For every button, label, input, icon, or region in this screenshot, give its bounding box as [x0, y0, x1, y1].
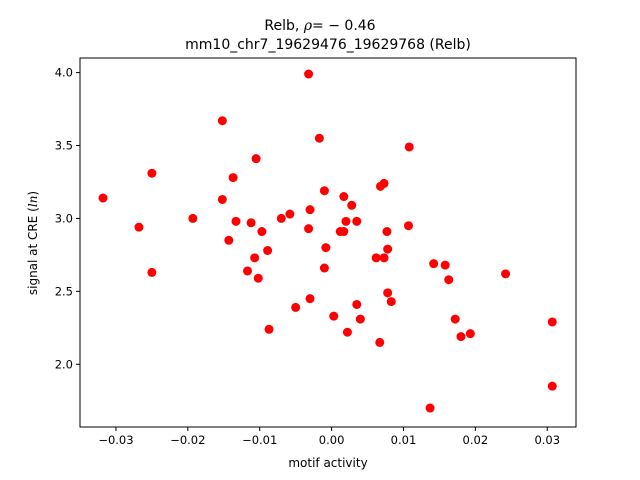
data-point [321, 243, 331, 253]
data-point [386, 297, 396, 307]
data-point [134, 222, 144, 232]
data-point [339, 227, 349, 237]
x-tick-label: −0.01 [242, 433, 277, 447]
data-point [224, 235, 234, 245]
data-point [319, 263, 329, 273]
x-tick-label: 0.01 [391, 433, 417, 447]
data-point [547, 381, 557, 391]
x-tick-label: −0.02 [170, 433, 205, 447]
data-point [352, 216, 362, 226]
data-point [379, 178, 389, 188]
data-point [263, 246, 273, 256]
x-axis-label: motif activity [288, 456, 367, 470]
data-point [404, 221, 414, 231]
y-tick-label: 2.0 [55, 357, 73, 371]
y-tick-label: 4.0 [55, 66, 73, 80]
data-point [253, 273, 263, 283]
data-point [339, 192, 349, 202]
data-point [347, 200, 357, 210]
data-point [285, 209, 295, 219]
data-point [429, 259, 439, 269]
data-point [305, 205, 315, 215]
x-tick-label: 0.00 [319, 433, 345, 447]
data-point [341, 216, 351, 226]
data-point [147, 267, 157, 277]
data-point [250, 253, 260, 263]
data-point [456, 332, 466, 342]
data-point [382, 227, 392, 237]
x-axis-ticks: −0.03 −0.02 −0.01 0.00 0.01 0.02 0.03 [98, 427, 560, 447]
data-point [231, 216, 241, 226]
y-axis-ticks: 2.0 2.5 3.0 3.5 4.0 [55, 66, 80, 371]
data-point [98, 193, 108, 203]
chart-title-rho-symbol: ρ [303, 18, 313, 34]
chart-title-rho-value: = − 0.46 [312, 18, 376, 34]
chart-title-name: Relb, [264, 18, 299, 34]
data-point [444, 275, 454, 285]
data-point [425, 403, 435, 413]
data-point [501, 269, 511, 279]
plot-area-frame [79, 57, 577, 428]
data-point [352, 299, 362, 309]
data-point [329, 311, 339, 321]
data-point [188, 213, 198, 223]
data-point [450, 314, 460, 324]
y-axis-label: signal at CRE (ln) [26, 191, 40, 295]
x-tick-label: 0.03 [534, 433, 560, 447]
data-point [547, 317, 557, 327]
data-point [246, 218, 256, 228]
data-point [291, 302, 301, 312]
data-point [465, 329, 475, 339]
data-point [251, 154, 261, 164]
x-tick-label: −0.03 [98, 433, 133, 447]
data-point [375, 337, 385, 347]
x-tick-label: 0.02 [463, 433, 489, 447]
data-point [304, 224, 314, 234]
y-axis-label-unit: ln [26, 196, 40, 208]
data-point [276, 213, 286, 223]
y-axis-label-suffix: ) [26, 191, 40, 196]
data-point [217, 194, 227, 204]
data-point [257, 227, 267, 237]
chart-title: Relb, ρ= − 0.46 [264, 18, 375, 34]
data-point [319, 186, 329, 196]
y-tick-label: 2.5 [55, 284, 73, 298]
data-point [147, 168, 157, 178]
data-point [305, 294, 315, 304]
data-point [264, 324, 274, 334]
data-point [383, 288, 393, 298]
y-tick-label: 3.0 [55, 211, 73, 225]
data-point [217, 116, 227, 126]
chart-subtitle: mm10_chr7_19629476_19629768 (Relb) [185, 37, 471, 53]
data-point [342, 327, 352, 337]
data-point [304, 69, 314, 79]
data-point [404, 142, 414, 152]
data-point [379, 253, 389, 263]
data-point [371, 253, 381, 263]
data-point [242, 266, 252, 276]
scatter-points [98, 69, 557, 413]
data-point [314, 133, 324, 143]
data-point [383, 244, 393, 254]
data-point [440, 260, 450, 270]
data-point [228, 173, 238, 183]
y-axis-label-prefix: signal at CRE ( [26, 207, 40, 295]
data-point [355, 314, 365, 324]
y-tick-label: 3.5 [55, 139, 73, 153]
